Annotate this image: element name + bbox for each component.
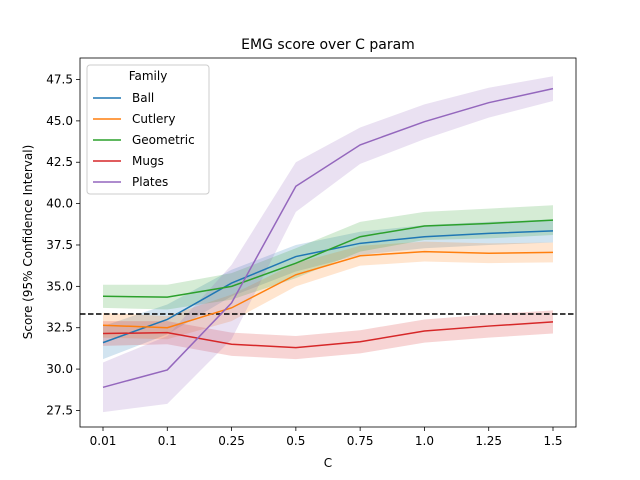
y-tick-label: 37.5 [46, 238, 73, 252]
legend-label-cutlery: Cutlery [132, 112, 175, 126]
y-tick-label: 35.0 [46, 279, 73, 293]
legend: Family Ball Cutlery Geometric Mugs Plates [86, 64, 210, 195]
y-tick-label: 40.0 [46, 197, 73, 211]
legend-label-ball: Ball [132, 91, 154, 105]
y-tick-label: 32.5 [46, 321, 73, 335]
plot-frame [79, 57, 577, 428]
x-tick-label: 0.5 [286, 434, 305, 448]
legend-label-geometric: Geometric [132, 133, 195, 147]
x-tick-label: 1.5 [543, 434, 562, 448]
y-tick-label: 47.5 [46, 73, 73, 87]
line-cutlery [102, 250, 554, 329]
band-mugs [103, 310, 553, 360]
band-geometric [103, 205, 553, 310]
line-mugs [102, 321, 554, 349]
series-lines [102, 87, 554, 389]
band-cutlery [103, 241, 553, 340]
legend-title: Family [129, 69, 168, 83]
x-axis: 0.01 0.1 0.25 0.5 0.75 1.0 1.25 1.5 [90, 427, 563, 448]
x-tick-label: 1.0 [415, 434, 434, 448]
y-tick-label: 42.5 [46, 155, 73, 169]
x-tick-label: 1.25 [475, 434, 502, 448]
line-geometric [102, 219, 554, 298]
x-tick-label: 0.1 [158, 434, 177, 448]
x-tick-label: 0.01 [90, 434, 117, 448]
y-axis: 27.5 30.0 32.5 35.0 37.5 40.0 42.5 45.0 47.5 [46, 73, 80, 417]
y-axis-label: Score (95% Confidence Interval) [21, 145, 35, 340]
x-axis-label: C [324, 456, 332, 470]
x-tick-label: 0.75 [347, 434, 374, 448]
legend-items: Ball Cutlery Geometric Mugs Plates [93, 91, 195, 189]
y-tick-label: 27.5 [46, 403, 73, 417]
y-tick-label: 30.0 [46, 362, 73, 376]
chart-title: EMG score over C param [241, 37, 415, 53]
legend-label-mugs: Mugs [132, 154, 164, 168]
x-tick-label: 0.25 [218, 434, 245, 448]
legend-label-plates: Plates [132, 175, 168, 189]
line-plates [102, 87, 554, 389]
y-tick-label: 45.0 [46, 114, 73, 128]
band-plates [103, 76, 553, 413]
